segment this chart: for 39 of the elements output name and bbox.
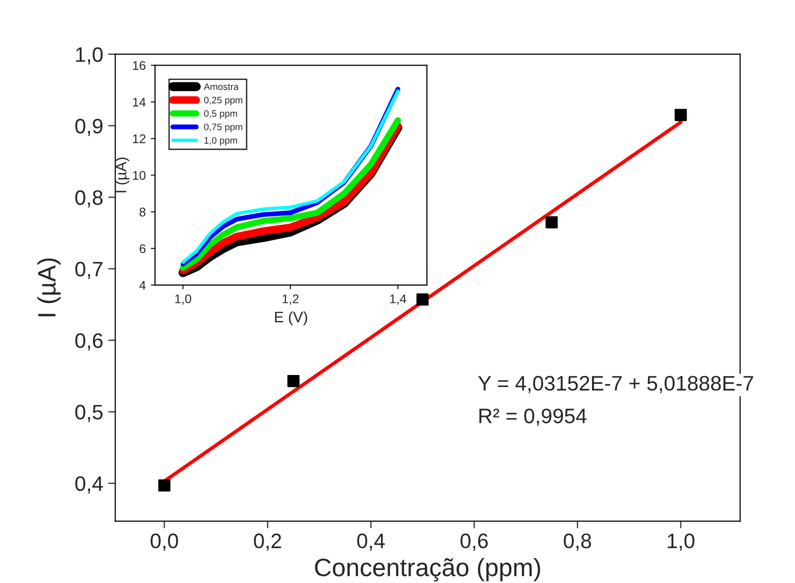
y-axis-title: I (µA) (115, 158, 130, 192)
y-tick-label: 0,8 (75, 190, 103, 208)
legend-label: 1,0 ppm (204, 137, 238, 146)
point (546, 216, 558, 228)
y-tick-label: 1,0 (76, 47, 103, 64)
x-tick-label: 0,2 (254, 534, 282, 551)
y-tick-label: 4 (139, 281, 146, 290)
y-tick-label: 10 (133, 170, 146, 180)
y-tick-label: 12 (133, 134, 146, 144)
x-axis-title: Concentração (ppm) (315, 558, 540, 582)
x-tick-label: 0,0 (150, 534, 178, 551)
legend-label: 0,25 ppm (204, 96, 242, 106)
x-axis-title: E (V) (275, 311, 308, 326)
y-tick-label: 8 (140, 208, 146, 216)
legend-label: Amostra (204, 83, 239, 90)
point (674, 108, 687, 122)
y-tick-label: 0,6 (75, 333, 103, 350)
y-tick-label: 0,5 (75, 404, 103, 422)
y-tick-label: 16 (133, 61, 146, 70)
y-tick-label: 6 (140, 244, 146, 254)
annotation: Y = 4,03152E-7 + 5,01888E-7 (478, 376, 754, 394)
x-tick-label: 0,4 (357, 534, 385, 551)
x-tick-label: 0,8 (564, 534, 592, 551)
point (287, 374, 300, 388)
legend-label: 0,75 ppm (204, 124, 242, 132)
x-tick-label: 1,2 (282, 294, 298, 305)
legend-label: 0,5 ppm (204, 110, 238, 119)
annotation: R² = 0,9954 (479, 408, 587, 426)
x-tick-label: 1,4 (390, 294, 406, 305)
y-axis-title: I (µA) (37, 258, 61, 316)
x-tick-label: 0,6 (460, 534, 488, 551)
y-tick-label: 0,7 (75, 262, 102, 279)
y-tick-label: 0,9 (75, 118, 102, 136)
y-tick-label: 0,4 (75, 476, 103, 494)
y-tick-label: 14 (133, 98, 146, 106)
x-tick-label: 1,0 (668, 534, 694, 551)
point (158, 479, 170, 492)
x-tick-label: 1,0 (175, 294, 192, 305)
point (416, 293, 429, 306)
